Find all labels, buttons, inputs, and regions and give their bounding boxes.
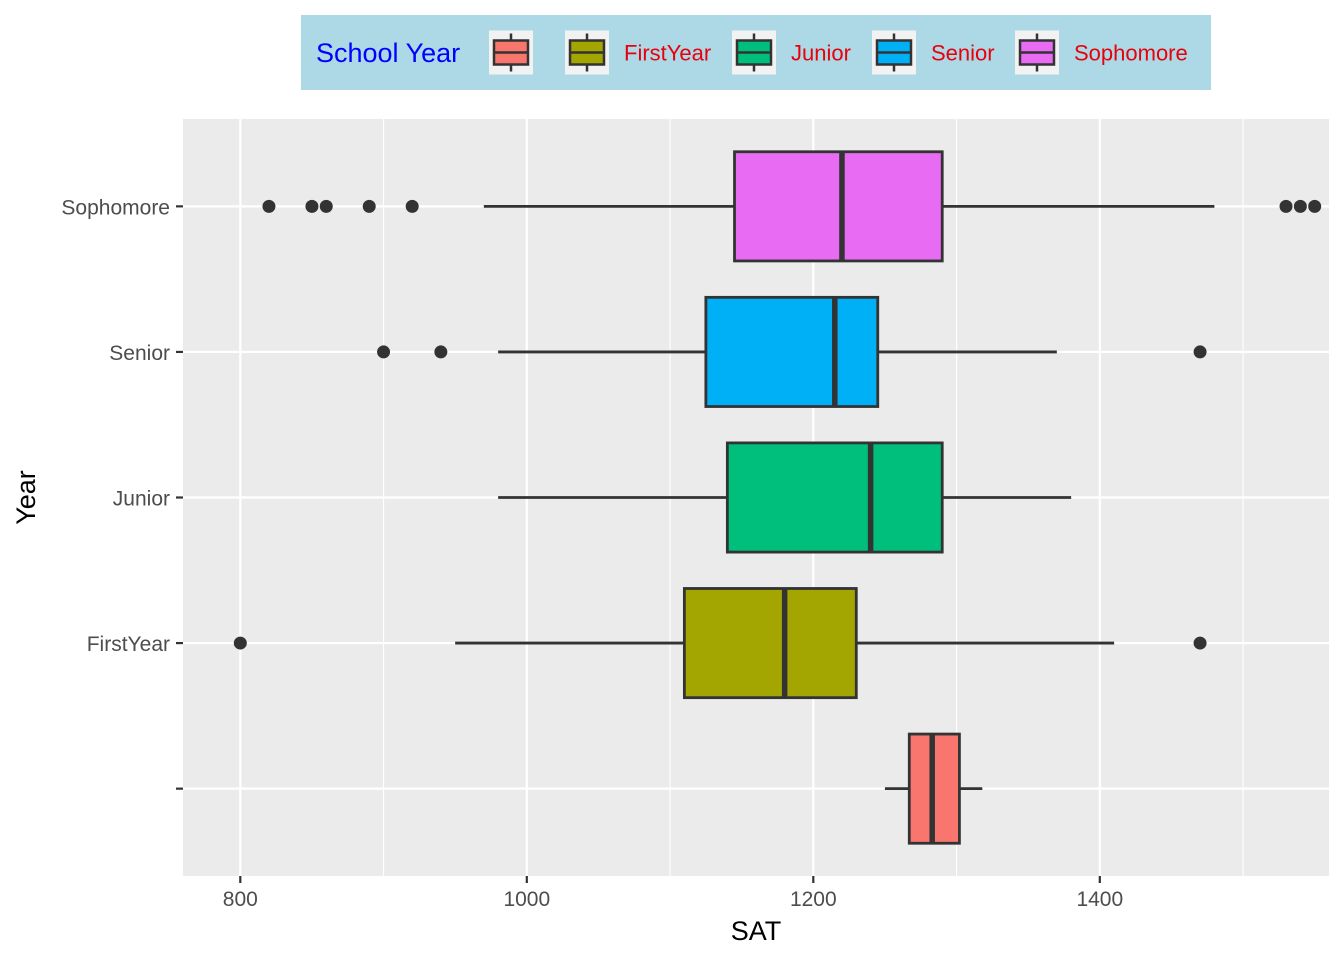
x-tick-label: 1400 <box>1076 888 1123 911</box>
y-tick-label: FirstYear <box>87 633 170 656</box>
outlier-point <box>405 199 419 213</box>
box-Junior <box>498 441 1072 554</box>
box-iqr <box>704 295 880 408</box>
boxes <box>233 150 1322 845</box>
legend-label: Senior <box>931 41 995 66</box>
outlier-point <box>1308 199 1322 213</box>
legend-entry-blank <box>489 30 533 75</box>
y-tick-label: Sophomore <box>61 196 170 219</box>
box-Senior <box>377 295 1207 408</box>
outlier-point <box>1293 199 1307 213</box>
outlier-point <box>262 199 276 213</box>
x-tick-label: 800 <box>223 888 258 911</box>
legend-label: Junior <box>791 41 851 66</box>
outlier-point <box>362 199 376 213</box>
outlier-point <box>319 199 333 213</box>
legend-title: School Year <box>316 38 460 68</box>
box-iqr <box>733 150 944 263</box>
outlier-point <box>305 199 319 213</box>
legend-entry-Sophomore: Sophomore <box>1015 30 1188 75</box>
outlier-point <box>1279 199 1293 213</box>
legend-entry-Junior: Junior <box>732 30 851 75</box>
box-Sophomore <box>262 150 1322 263</box>
box-iqr <box>682 587 858 700</box>
axes: 800 1000 1200 1400 FirstYear Junior Senior Soph… <box>61 196 1123 911</box>
y-tick-label: Junior <box>113 488 170 511</box>
box-iqr <box>725 441 944 554</box>
outlier-point <box>233 636 247 650</box>
outlier-point <box>1193 345 1207 359</box>
box-blank <box>884 732 983 845</box>
outlier-point <box>434 345 448 359</box>
legend-label: FirstYear <box>624 41 711 66</box>
y-tick-label: Senior <box>109 342 170 365</box>
outlier-point <box>377 345 391 359</box>
outlier-point <box>1193 636 1207 650</box>
x-tick-label: 1000 <box>503 888 550 911</box>
legend: School Year FirstYear Junior Senior Sophomo… <box>301 15 1211 90</box>
legend-entry-Senior: Senior <box>872 30 995 75</box>
x-axis-title: SAT <box>731 916 782 946</box>
legend-label: Sophomore <box>1074 41 1188 66</box>
box-FirstYear <box>233 587 1207 700</box>
y-axis-title: Year <box>11 470 41 525</box>
legend-entry-FirstYear: FirstYear <box>565 30 711 75</box>
x-tick-label: 1200 <box>790 888 837 911</box>
